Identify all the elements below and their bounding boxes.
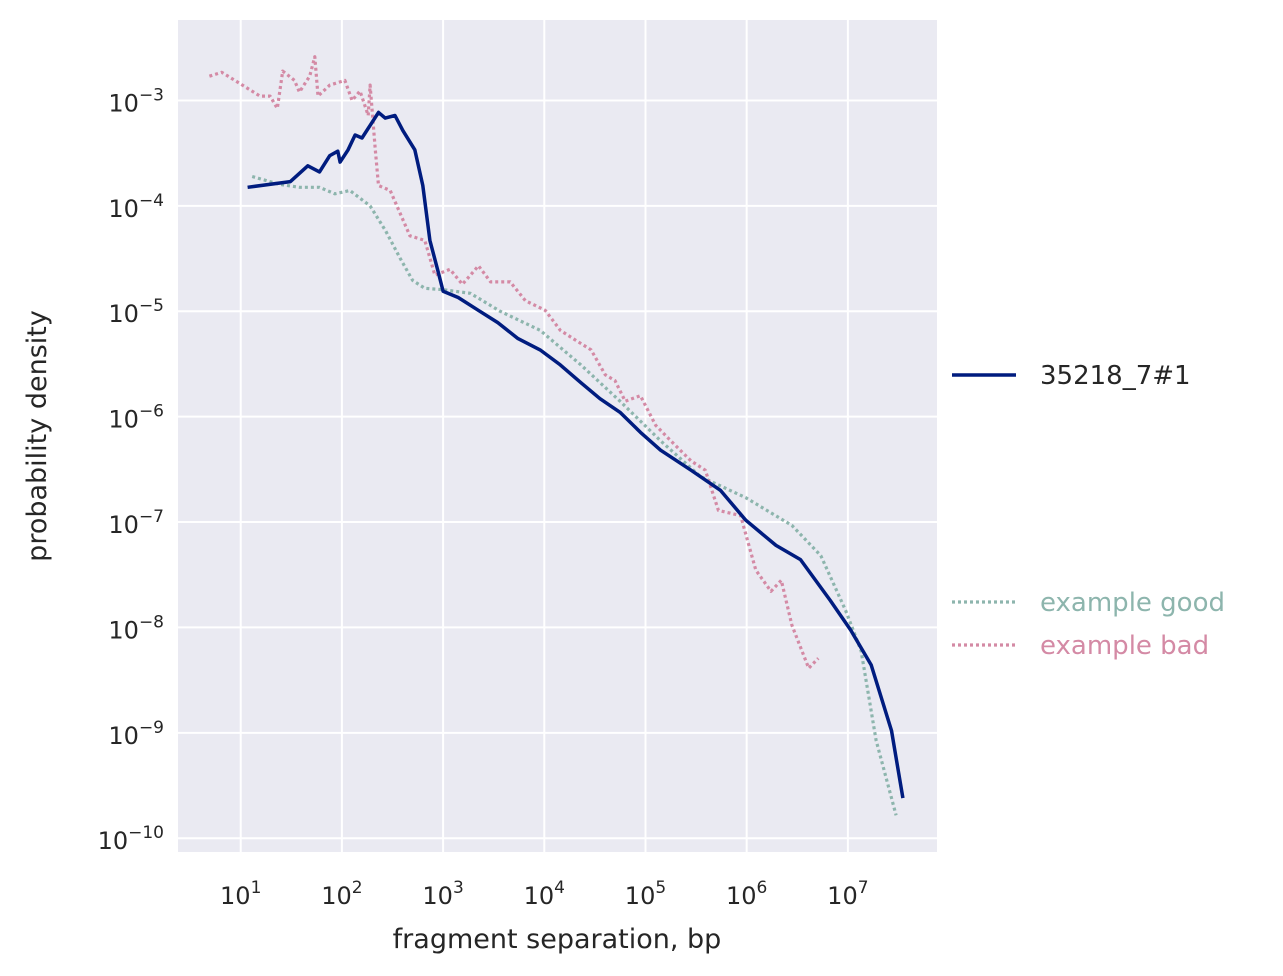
y-tick-label: 10−10 xyxy=(98,823,164,855)
plot-background xyxy=(178,20,937,852)
y-tick-label: 10−9 xyxy=(108,718,164,750)
y-tick-label: 10−8 xyxy=(108,612,164,644)
x-tick-label: 101 xyxy=(220,878,261,910)
y-tick-labels: 10−3 10−4 10−5 10−6 10−7 10−8 10−9 10−10 xyxy=(98,85,164,855)
y-axis-label: probability density xyxy=(22,310,53,562)
y-tick-label: 10−4 xyxy=(108,191,164,223)
x-tick-label: 105 xyxy=(625,878,666,910)
x-tick-labels: 101 102 103 104 105 106 107 xyxy=(220,878,869,910)
x-tick-label: 104 xyxy=(524,878,565,910)
x-axis-label: fragment separation, bp xyxy=(393,924,722,955)
x-tick-label: 107 xyxy=(827,878,868,910)
y-tick-label: 10−5 xyxy=(108,296,164,328)
y-tick-label: 10−6 xyxy=(108,402,164,434)
series-lines xyxy=(208,55,905,816)
legend-label: 35218_7#1 xyxy=(1040,361,1191,391)
y-tick-label: 10−3 xyxy=(108,85,164,117)
y-tick-label: 10−7 xyxy=(108,507,164,539)
legend-label: example bad xyxy=(1040,631,1209,661)
x-tick-label: 102 xyxy=(321,878,362,910)
series-line-35218-7-1 xyxy=(247,110,905,799)
series-line-example-bad xyxy=(208,55,820,670)
legend-label: example good xyxy=(1040,588,1225,618)
x-tick-label: 103 xyxy=(422,878,463,910)
x-tick-label: 106 xyxy=(726,878,767,910)
series-line-example-good xyxy=(251,174,898,816)
